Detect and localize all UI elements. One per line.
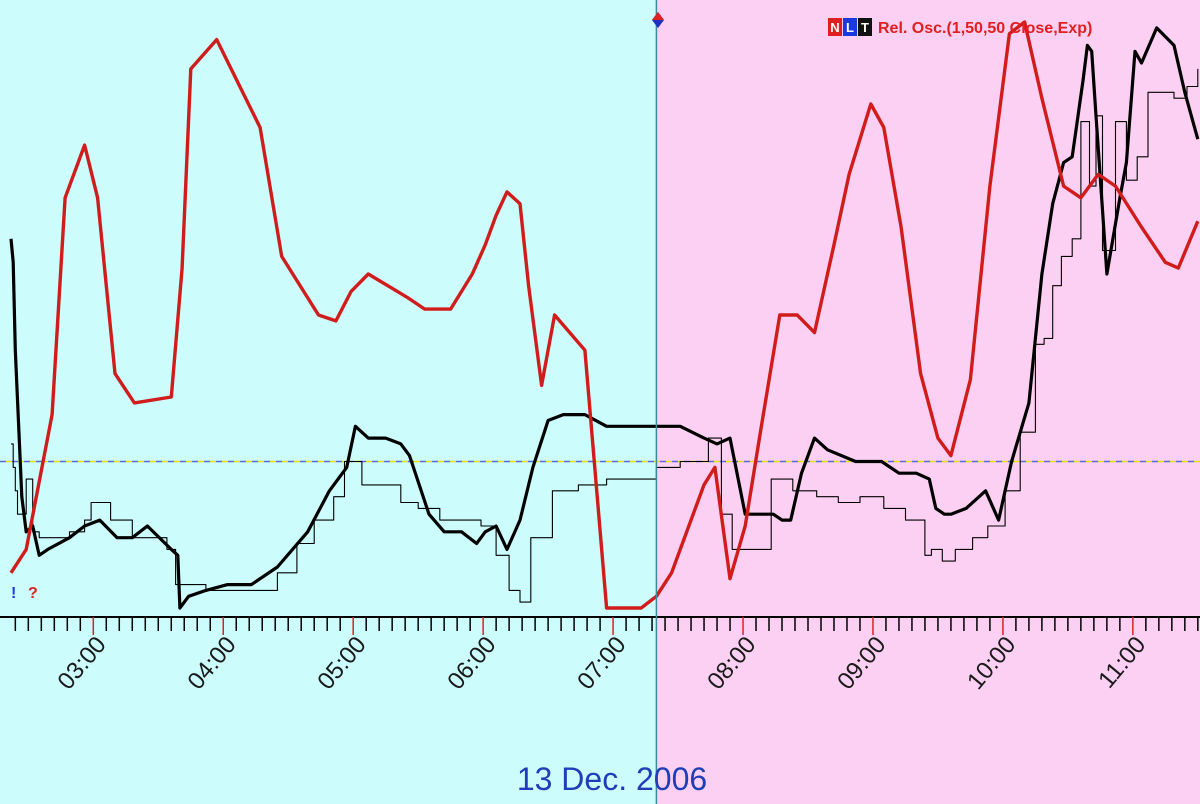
- legend-badge-n[interactable]: [828, 18, 842, 36]
- legend-badge-l[interactable]: [843, 18, 857, 36]
- x-axis[interactable]: [0, 616, 1200, 635]
- series-red-line[interactable]: [9, 20, 1200, 610]
- session-background-left: [0, 0, 657, 804]
- question-marker[interactable]: ?: [28, 585, 38, 602]
- legend: N L T Rel. Osc.(1,50,50 Close,Exp): [828, 18, 1092, 37]
- cursor-handle-icon[interactable]: [652, 12, 664, 28]
- legend-badge-t[interactable]: [858, 18, 872, 36]
- legend-badge-t-label: T: [861, 20, 869, 35]
- legend-badge-n-label: N: [830, 20, 839, 35]
- date-label: 13 Dec. 2006: [517, 761, 707, 797]
- legend-title: Rel. Osc.(1,50,50 Close,Exp): [878, 20, 1092, 37]
- legend-badge-l-label: L: [846, 20, 854, 35]
- bang-marker[interactable]: !: [11, 585, 16, 602]
